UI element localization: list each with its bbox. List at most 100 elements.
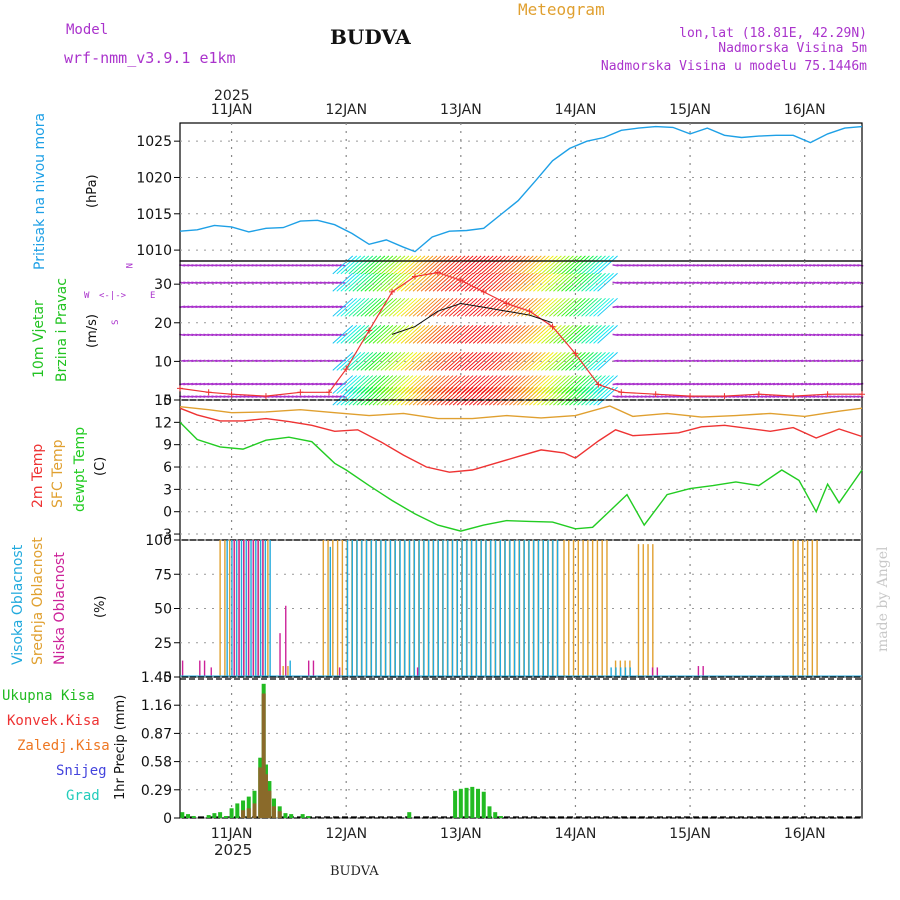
wind-speed-marker <box>177 385 183 392</box>
wind-barb <box>492 375 514 394</box>
wind-barb <box>404 325 426 344</box>
wind-barb <box>545 352 566 371</box>
wind-barb <box>496 255 518 275</box>
wind-barb <box>529 386 550 406</box>
wind-barb <box>593 325 614 344</box>
wind-barb <box>432 255 454 275</box>
wind-barb <box>436 375 458 394</box>
y-tick-label: 100 <box>145 533 172 549</box>
wind-barb <box>432 375 454 394</box>
wind-barb <box>569 325 590 344</box>
wind-barb <box>496 375 518 394</box>
wind-barb <box>360 352 382 371</box>
y-tick-label: 0 <box>163 393 172 409</box>
wind-barb <box>593 386 614 406</box>
temperature-y-ticks: -3 0 3 6 9 12 15 <box>154 393 180 543</box>
wind-barb <box>581 297 602 317</box>
wind-barb <box>400 255 422 275</box>
wind-barb <box>384 255 406 275</box>
wind-barb <box>577 325 598 344</box>
wind-barb <box>569 255 590 275</box>
wind-barb <box>452 386 474 406</box>
wind-barb <box>492 297 514 317</box>
wind-barb <box>448 325 470 344</box>
precip-bar-total <box>306 816 311 818</box>
precip-bar-total <box>476 788 481 818</box>
top-time-labels: 11JAN 12JAN 13JAN 14JAN 15JAN 16JAN <box>211 102 826 118</box>
wind-barb <box>448 375 470 394</box>
wind-barb <box>521 375 542 394</box>
wind-barb <box>565 272 586 292</box>
wind-speed-marker <box>618 389 625 396</box>
precip-bar-total <box>300 814 305 818</box>
wind-barb <box>460 325 482 344</box>
wind-barb <box>577 352 598 371</box>
pressure-unit: (hPa) <box>85 174 100 208</box>
wind-barb <box>360 375 382 394</box>
wind-barb <box>565 297 586 317</box>
wind-barb <box>533 386 554 406</box>
wind-barb <box>428 272 450 292</box>
wind-barb <box>392 352 414 371</box>
wind-barb <box>372 386 394 406</box>
cloud-y-ticks: 0 25 50 75 100 <box>145 533 180 686</box>
wind-compass: W E N S <-|-> <box>84 263 155 325</box>
wind-barb <box>364 272 386 292</box>
wind-barb <box>384 325 406 344</box>
wind-barb <box>456 255 478 275</box>
wind-barb <box>416 255 438 275</box>
wind-barb <box>476 352 498 371</box>
wind-barb <box>484 272 506 292</box>
bottom-time-label: 14JAN <box>555 826 597 842</box>
wind-barb <box>400 386 422 406</box>
wind-barb <box>549 272 570 292</box>
y-tick-label: 0.58 <box>141 755 172 771</box>
wind-barb <box>500 375 522 394</box>
wind-barb <box>452 272 474 292</box>
wind-barb <box>452 255 474 275</box>
wind-barb <box>593 272 614 292</box>
wind-barb <box>436 325 458 344</box>
precip-bar-convective <box>261 693 266 818</box>
wind-barb <box>356 386 378 406</box>
cloud-grid <box>180 539 862 678</box>
wind-barb <box>348 272 370 292</box>
y-tick-label: 20 <box>154 316 172 332</box>
wind-barb <box>476 255 498 275</box>
wind-barb <box>577 255 598 275</box>
wind-barb <box>569 352 590 371</box>
wind-barb <box>376 386 398 406</box>
wind-barb <box>468 375 490 394</box>
y-tick-label: 0 <box>163 811 172 827</box>
wind-barb <box>488 352 510 371</box>
wind-barb <box>372 272 394 292</box>
wind-barbs <box>179 255 864 406</box>
top-time-label: 14JAN <box>555 102 597 118</box>
wind-barb <box>360 297 382 317</box>
precip-bar-total <box>498 816 503 818</box>
wind-barb <box>537 255 558 275</box>
wind-barb <box>380 272 402 292</box>
wind-barb <box>541 255 562 275</box>
wind-barb <box>452 352 474 371</box>
wind-barb <box>541 325 562 344</box>
wind-barb <box>400 352 422 371</box>
wind-barb <box>376 297 398 317</box>
wind-barb <box>488 297 510 317</box>
wind-barb <box>593 255 614 275</box>
wind-barb <box>456 297 478 317</box>
wind-barb <box>565 375 586 394</box>
wind-barb <box>504 255 526 275</box>
wind-barb <box>581 255 602 275</box>
wind-barb <box>581 352 602 371</box>
top-time-label: 13JAN <box>440 102 482 118</box>
wind-barb <box>352 375 374 394</box>
wind-barb <box>537 352 558 371</box>
y-tick-label: 0 <box>163 505 172 521</box>
wind-barb <box>404 386 426 406</box>
wind-barb <box>452 297 474 317</box>
wind-barb <box>545 272 566 292</box>
wind-barb <box>545 375 566 394</box>
wind-barb <box>508 386 530 406</box>
wind-barb <box>396 352 418 371</box>
